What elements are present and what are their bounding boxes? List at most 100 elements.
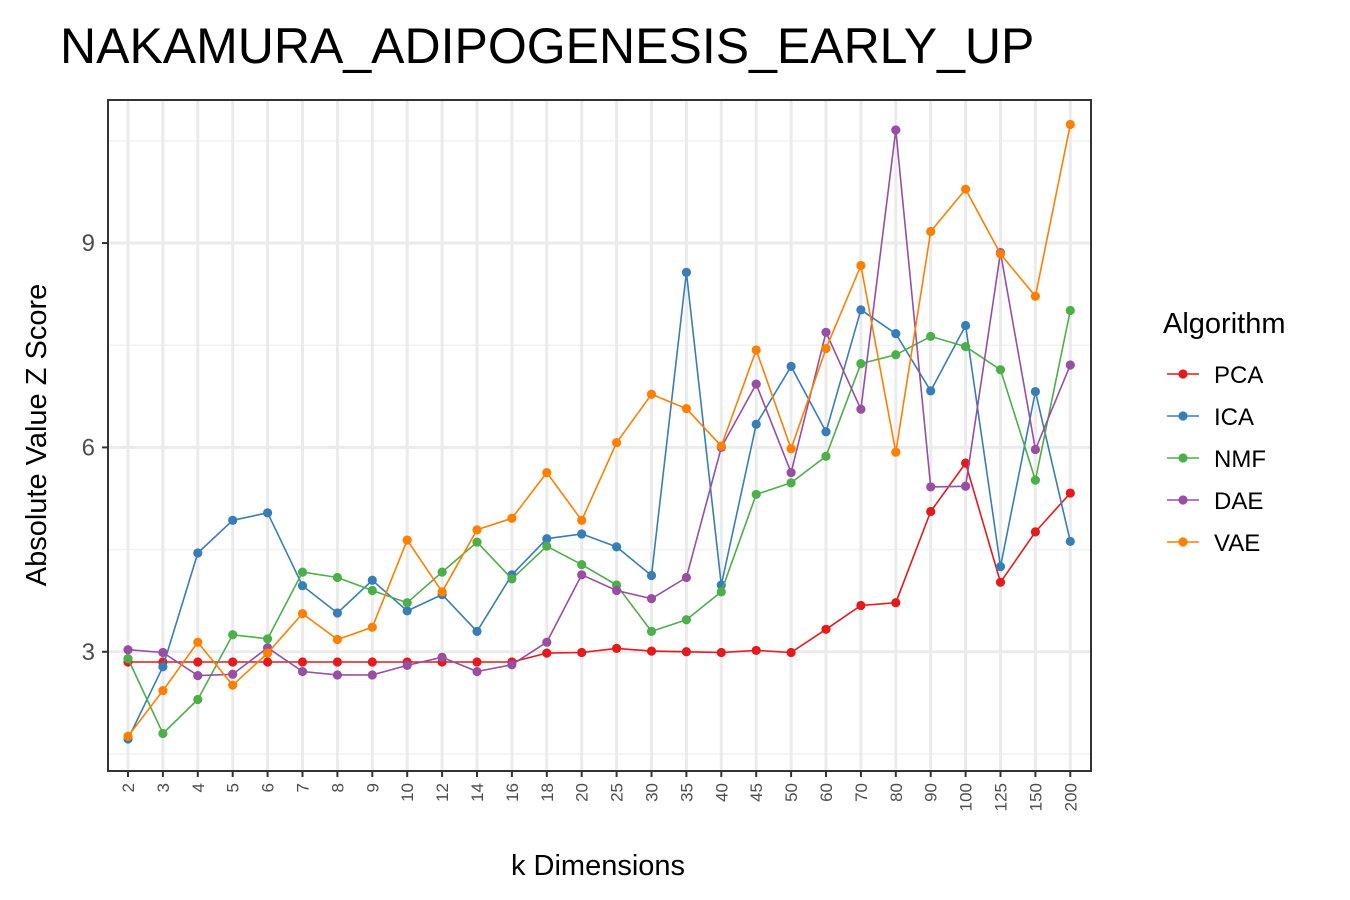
- legend: Algorithm PCA ICA NMF DAE VAE: [1163, 308, 1286, 557]
- x-tick-label: 14: [468, 783, 487, 802]
- data-point: [367, 670, 377, 680]
- data-point: [926, 506, 936, 517]
- x-tick-label: 4: [189, 783, 208, 792]
- data-point: [1065, 488, 1075, 498]
- x-tick-label: 90: [922, 783, 941, 802]
- data-point: [1030, 386, 1040, 397]
- data-point: [297, 581, 308, 591]
- data-point: [751, 419, 761, 429]
- data-point: [716, 647, 726, 658]
- data-point: [891, 447, 901, 457]
- data-point: [228, 515, 238, 525]
- x-axis: 2 3 4 5 6 7 8 9 10 12 14 16 18 20 25 30 35 40 45 50 60 70 80 90…: [119, 771, 1080, 811]
- legend-title: Algorithm: [1163, 308, 1286, 340]
- data-point: [856, 404, 866, 414]
- data-point: [193, 694, 203, 705]
- data-point: [751, 645, 761, 656]
- data-point: [821, 451, 831, 461]
- x-tick-label: 45: [747, 783, 766, 802]
- data-point: [961, 320, 971, 331]
- x-tick-label: 16: [503, 783, 522, 802]
- data-point: [437, 652, 447, 662]
- data-point: [472, 666, 482, 677]
- x-axis-title: k Dimensions: [511, 850, 685, 882]
- data-point: [891, 350, 901, 360]
- data-point: [577, 529, 587, 539]
- data-point: [507, 660, 517, 670]
- x-tick-label: 12: [433, 783, 452, 802]
- data-point: [402, 598, 412, 608]
- data-point: [1030, 527, 1040, 537]
- x-tick-label: 7: [294, 783, 313, 792]
- data-point: [507, 574, 517, 584]
- x-tick-label: 70: [852, 783, 871, 802]
- data-point: [367, 657, 377, 667]
- series-nmf: [123, 305, 1075, 739]
- legend-label: NMF: [1214, 446, 1266, 473]
- data-point: [926, 331, 936, 341]
- data-point: [612, 585, 622, 596]
- data-point: [402, 535, 412, 545]
- series-dae: [123, 125, 1075, 681]
- data-point: [786, 478, 796, 488]
- legend-key-point: [1178, 537, 1188, 547]
- data-point: [402, 606, 412, 616]
- data-point: [577, 647, 587, 658]
- x-tick-label: 60: [817, 783, 836, 802]
- legend-label: ICA: [1214, 404, 1254, 431]
- data-point: [158, 686, 168, 696]
- data-point: [332, 657, 342, 667]
- data-point: [472, 626, 482, 636]
- data-point: [263, 657, 273, 667]
- data-point: [995, 365, 1006, 375]
- data-point: [297, 609, 308, 619]
- data-point: [786, 647, 796, 658]
- data-point: [786, 468, 796, 478]
- data-point: [1065, 536, 1075, 547]
- data-point: [297, 657, 308, 667]
- data-point: [1065, 360, 1075, 370]
- data-point: [891, 125, 901, 135]
- series-line: [127, 271, 1072, 740]
- data-point: [1030, 475, 1040, 485]
- data-point: [332, 634, 342, 645]
- legend-key-point: [1178, 369, 1188, 379]
- data-point: [437, 587, 447, 597]
- data-point: [856, 305, 866, 315]
- x-tick-label: 50: [782, 783, 801, 802]
- legend-item-ica: ICA: [1167, 404, 1254, 431]
- data-point: [1030, 444, 1040, 455]
- legend-label: VAE: [1214, 530, 1260, 557]
- x-tick-label: 2: [119, 783, 138, 792]
- data-point: [228, 680, 238, 690]
- x-tick-label: 3: [154, 783, 173, 792]
- data-point: [367, 622, 377, 632]
- data-point: [646, 594, 657, 604]
- y-tick-label: 3: [82, 639, 95, 666]
- data-point: [542, 468, 552, 478]
- data-point: [646, 389, 657, 399]
- data-point: [995, 562, 1006, 572]
- data-point: [821, 344, 831, 354]
- data-point: [995, 249, 1006, 259]
- data-point: [856, 359, 866, 369]
- data-point: [995, 577, 1006, 587]
- y-tick-label: 9: [82, 230, 95, 257]
- data-point: [961, 342, 971, 352]
- data-point: [926, 386, 936, 396]
- y-axis: 3 6 9: [82, 230, 108, 666]
- data-point: [1065, 305, 1075, 316]
- data-point: [332, 608, 342, 618]
- data-point: [193, 637, 203, 647]
- x-tick-label: 5: [224, 783, 243, 792]
- data-point: [681, 403, 692, 414]
- x-tick-label: 9: [363, 783, 382, 792]
- x-tick-label: 25: [608, 783, 627, 802]
- data-point: [123, 731, 133, 741]
- data-point: [228, 657, 238, 667]
- x-tick-label: 35: [677, 783, 696, 802]
- data-point: [646, 626, 657, 636]
- data-point: [786, 444, 796, 454]
